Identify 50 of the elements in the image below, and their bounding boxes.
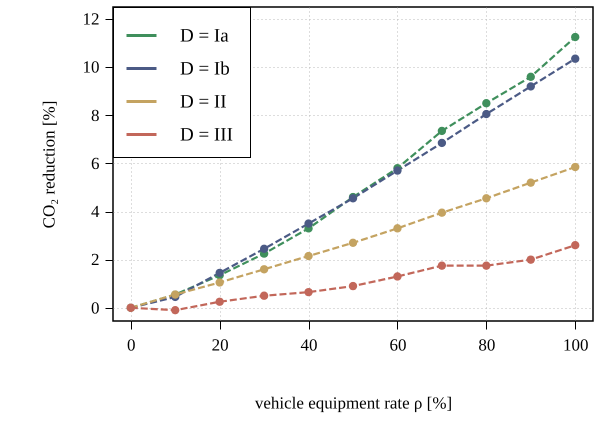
legend-label: D = Ia <box>180 26 230 46</box>
y-tick-label: 4 <box>91 202 100 222</box>
y-tick-label: 2 <box>91 250 100 270</box>
y-tick-label: 8 <box>91 106 100 125</box>
point <box>260 244 268 253</box>
y-tick-label: 0 <box>91 298 100 318</box>
x-tick-label: 40 <box>300 336 318 354</box>
y-tick-label: 12 <box>82 10 100 29</box>
x-tick-label: 80 <box>478 336 496 354</box>
point <box>304 219 313 228</box>
point <box>215 268 224 278</box>
point <box>348 282 358 290</box>
point <box>482 261 491 270</box>
point <box>571 162 580 172</box>
point <box>393 272 402 281</box>
x-tick-label: 60 <box>389 336 406 354</box>
point <box>215 278 224 287</box>
point <box>526 178 535 187</box>
point <box>171 306 180 314</box>
point <box>482 194 491 202</box>
y-tick-label: 10 <box>82 58 100 77</box>
point <box>438 126 446 136</box>
point <box>438 138 446 148</box>
y-tick-label: 6 <box>91 154 100 173</box>
point <box>393 166 402 175</box>
point <box>482 99 491 108</box>
point <box>438 261 446 270</box>
point <box>260 265 268 274</box>
point <box>260 292 268 300</box>
point <box>526 82 535 91</box>
x-tick-label: 0 <box>127 336 136 354</box>
legend-label: D = II <box>180 92 227 112</box>
point <box>304 252 313 260</box>
x-tick-label: 100 <box>562 336 588 354</box>
point <box>571 241 580 250</box>
point <box>526 255 535 264</box>
point <box>304 288 313 296</box>
point <box>393 224 402 233</box>
point <box>571 54 580 63</box>
point <box>526 72 535 81</box>
point <box>482 110 491 118</box>
point <box>571 32 580 42</box>
point <box>438 208 446 217</box>
x-tick-label: 20 <box>212 336 229 354</box>
legend-label: D = Ib <box>180 58 230 80</box>
legend-label: D = III <box>180 124 233 146</box>
x-axis-title: vehicle equipment rate ρ [%] <box>254 394 452 412</box>
point <box>215 298 224 306</box>
point <box>348 238 358 247</box>
y-axis-title: CO₂ reduction [%] <box>40 100 58 228</box>
